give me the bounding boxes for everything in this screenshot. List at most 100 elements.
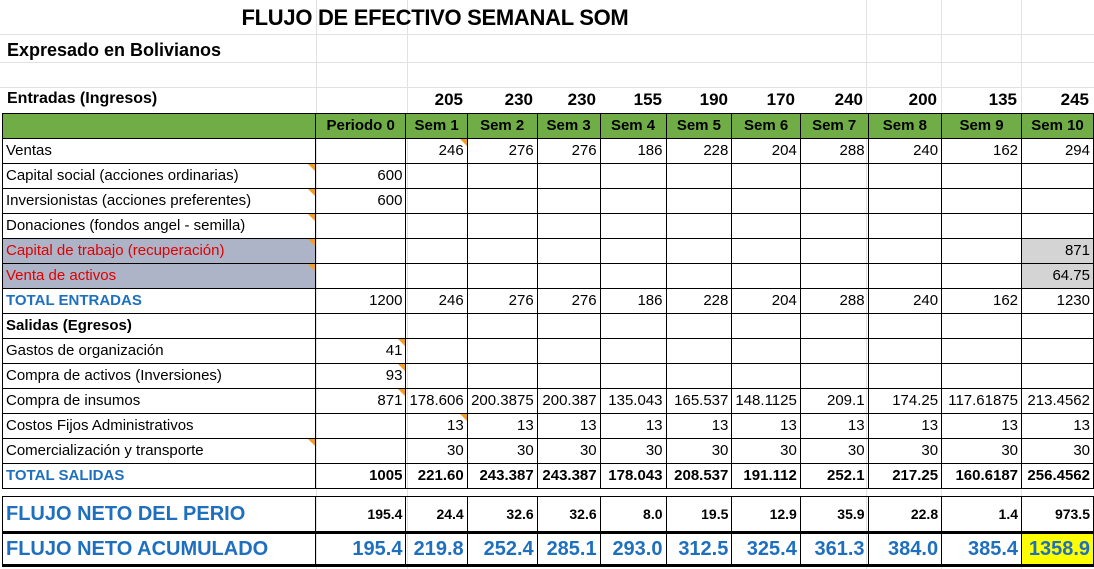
value-cell[interactable] bbox=[599, 238, 667, 264]
value-cell[interactable]: 93 bbox=[314, 363, 407, 389]
value-cell[interactable]: 209.1 bbox=[799, 388, 869, 414]
value-cell[interactable]: 30 bbox=[731, 438, 801, 464]
column-header-cell[interactable]: Sem 9 bbox=[941, 113, 1023, 139]
value-cell[interactable]: 285.1 bbox=[536, 531, 601, 567]
value-cell[interactable] bbox=[466, 238, 538, 264]
value-cell[interactable]: 13 bbox=[665, 413, 733, 439]
value-cell[interactable]: 19.5 bbox=[665, 496, 733, 533]
value-cell[interactable] bbox=[314, 413, 407, 439]
value-cell[interactable]: 217.25 bbox=[867, 463, 943, 489]
value-cell[interactable]: 191.112 bbox=[731, 463, 801, 489]
row-label[interactable]: Compra de activos (Inversiones) bbox=[2, 363, 316, 389]
row-label[interactable]: Compra de insumos bbox=[2, 388, 316, 414]
value-cell[interactable] bbox=[314, 438, 407, 464]
value-cell[interactable]: 312.5 bbox=[665, 531, 733, 567]
value-cell[interactable] bbox=[536, 263, 601, 289]
column-header-cell[interactable]: Sem 1 bbox=[405, 113, 468, 139]
value-cell[interactable]: 221.60 bbox=[405, 463, 468, 489]
value-cell[interactable] bbox=[799, 238, 869, 264]
value-cell[interactable]: 293.0 bbox=[599, 531, 667, 567]
table-cell[interactable] bbox=[314, 313, 407, 339]
value-cell[interactable] bbox=[665, 338, 733, 364]
value-cell[interactable]: 246 bbox=[405, 138, 468, 164]
separator-cell[interactable] bbox=[537, 488, 601, 497]
value-cell[interactable] bbox=[799, 163, 869, 189]
value-cell[interactable]: 13 bbox=[599, 413, 667, 439]
value-cell[interactable]: 361.3 bbox=[799, 531, 869, 567]
separator-cell[interactable] bbox=[600, 488, 666, 497]
value-cell[interactable] bbox=[941, 263, 1023, 289]
value-cell[interactable] bbox=[665, 213, 733, 239]
value-cell[interactable]: 204 bbox=[731, 288, 801, 314]
column-header-cell[interactable]: Periodo 0 bbox=[314, 113, 407, 139]
value-cell[interactable] bbox=[599, 188, 667, 214]
value-cell[interactable] bbox=[867, 263, 943, 289]
value-cell[interactable]: 288 bbox=[799, 138, 869, 164]
value-cell[interactable]: 32.6 bbox=[466, 496, 538, 533]
value-cell[interactable] bbox=[536, 238, 601, 264]
row-label[interactable]: Donaciones (fondos angel - semilla) bbox=[2, 213, 316, 239]
table-cell[interactable] bbox=[867, 313, 943, 339]
value-cell[interactable]: 165.537 bbox=[665, 388, 733, 414]
value-cell[interactable]: 13 bbox=[466, 413, 538, 439]
value-cell[interactable] bbox=[941, 338, 1023, 364]
value-cell[interactable]: 30 bbox=[536, 438, 601, 464]
value-cell[interactable]: 240 bbox=[867, 288, 943, 314]
value-cell[interactable]: 204 bbox=[731, 138, 801, 164]
value-cell[interactable]: 1005 bbox=[314, 463, 407, 489]
value-cell[interactable]: 246 bbox=[405, 288, 468, 314]
value-cell[interactable] bbox=[536, 163, 601, 189]
value-cell[interactable] bbox=[466, 363, 538, 389]
value-cell[interactable]: 200.3875 bbox=[466, 388, 538, 414]
value-cell[interactable]: 22.8 bbox=[867, 496, 943, 533]
value-cell[interactable] bbox=[941, 238, 1023, 264]
value-cell[interactable]: 195.4 bbox=[314, 531, 407, 567]
value-cell[interactable] bbox=[314, 138, 407, 164]
value-cell[interactable] bbox=[405, 363, 468, 389]
separator-cell[interactable] bbox=[868, 488, 942, 497]
value-cell[interactable] bbox=[941, 363, 1023, 389]
value-cell[interactable]: 288 bbox=[799, 288, 869, 314]
row-label[interactable]: Venta de activos bbox=[2, 263, 316, 289]
column-header-cell[interactable]: Sem 2 bbox=[466, 113, 538, 139]
row-label[interactable]: Costos Fijos Administrativos bbox=[2, 413, 316, 439]
separator-cell[interactable] bbox=[315, 488, 406, 497]
row-label[interactable]: TOTAL ENTRADAS bbox=[2, 288, 316, 314]
value-cell[interactable]: 13 bbox=[1021, 413, 1094, 439]
value-cell[interactable] bbox=[941, 163, 1023, 189]
separator-cell[interactable] bbox=[731, 488, 801, 497]
value-cell[interactable]: 276 bbox=[536, 138, 601, 164]
row-label[interactable]: FLUJO NETO ACUMULADO bbox=[2, 531, 316, 567]
value-cell[interactable] bbox=[536, 213, 601, 239]
value-cell[interactable] bbox=[731, 263, 801, 289]
value-cell[interactable] bbox=[731, 163, 801, 189]
value-cell[interactable]: 41 bbox=[314, 338, 407, 364]
value-cell[interactable]: 30 bbox=[941, 438, 1023, 464]
row-label[interactable]: Gastos de organización bbox=[2, 338, 316, 364]
value-cell[interactable] bbox=[405, 238, 468, 264]
value-cell[interactable] bbox=[665, 188, 733, 214]
value-cell[interactable] bbox=[1021, 338, 1094, 364]
row-label[interactable]: TOTAL SALIDAS bbox=[2, 463, 316, 489]
value-cell[interactable] bbox=[867, 363, 943, 389]
value-cell[interactable] bbox=[867, 338, 943, 364]
value-cell[interactable] bbox=[599, 363, 667, 389]
row-label[interactable]: FLUJO NETO DEL PERIO bbox=[2, 496, 316, 533]
column-header-cell[interactable]: Sem 7 bbox=[799, 113, 869, 139]
table-cell[interactable] bbox=[731, 313, 801, 339]
row-label[interactable]: Capital de trabajo (recuperación) bbox=[2, 238, 316, 264]
value-cell[interactable]: 186 bbox=[599, 138, 667, 164]
value-cell[interactable] bbox=[731, 238, 801, 264]
separator-cell[interactable] bbox=[666, 488, 732, 497]
value-cell[interactable] bbox=[731, 338, 801, 364]
table-cell[interactable] bbox=[665, 313, 733, 339]
value-cell[interactable]: 228 bbox=[665, 288, 733, 314]
value-cell[interactable] bbox=[731, 363, 801, 389]
value-cell[interactable]: 13 bbox=[941, 413, 1023, 439]
value-cell[interactable] bbox=[665, 363, 733, 389]
table-cell[interactable] bbox=[536, 313, 601, 339]
value-cell[interactable]: 24.4 bbox=[405, 496, 468, 533]
value-cell[interactable] bbox=[536, 338, 601, 364]
value-cell[interactable] bbox=[405, 188, 468, 214]
table-cell[interactable] bbox=[405, 313, 468, 339]
